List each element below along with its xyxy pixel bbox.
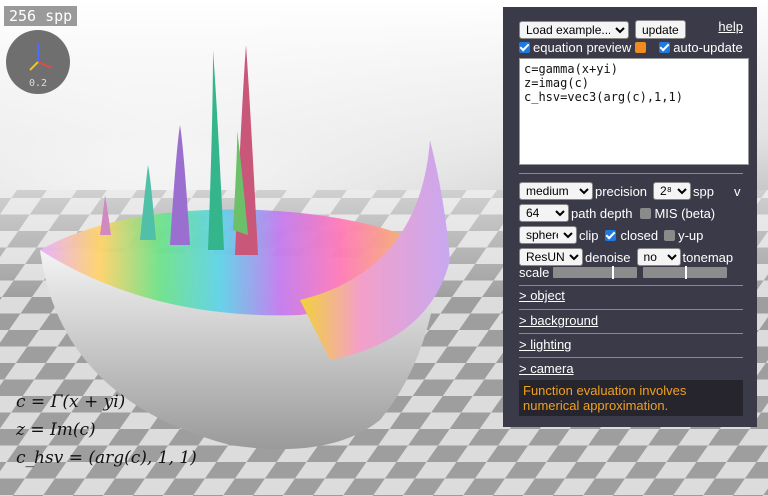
warning-note: Function evaluation involves numerical a… [519,380,743,416]
y-up-label: y-up [678,227,704,243]
closed-label: closed [620,227,659,243]
control-panel: Load example... update help equation pre… [503,7,757,427]
equation-line: c = Γ(x + yi) [16,392,126,412]
v-label: v [734,183,741,199]
divider [519,173,743,174]
tonemap-label: tonemap [682,249,734,265]
mis-checkbox[interactable] [640,207,652,219]
scale-slider[interactable] [553,266,638,279]
divider [519,333,743,334]
equation-preview-checkbox[interactable] [519,42,530,53]
equation-preview: c = Γ(x + yi) z = Im(c) c_hsv = (arg(c),… [16,388,197,472]
closed-checkbox[interactable] [604,229,616,241]
spp-select[interactable]: 2⁸ [653,182,692,200]
scale-slider-thumb[interactable] [685,266,688,279]
path-depth-select[interactable]: 64 [519,204,569,222]
divider [519,309,743,310]
axis-icon [29,44,53,71]
axis-gizmo-value: 0.2 [28,78,48,89]
denoise-label: denoise [585,249,631,265]
section-object[interactable]: > object [519,288,565,303]
help-link[interactable]: help [718,19,743,34]
mis-label: MIS (beta) [654,205,716,221]
y-up-checkbox[interactable] [664,229,676,241]
path-depth-label: path depth [571,205,633,221]
section-lighting[interactable]: > lighting [519,337,572,352]
scale-slider[interactable] [643,266,728,279]
section-camera[interactable]: > camera [519,361,574,376]
spp-label: spp [693,183,714,199]
code-editor[interactable] [519,58,749,165]
precision-label: precision [595,183,648,199]
scale-slider-thumb[interactable] [612,266,615,279]
spp-badge: 256 spp [4,6,78,26]
divider [519,357,743,358]
denoise-select[interactable]: ResUNet [519,248,583,266]
scale-label: scale [519,265,550,280]
update-button[interactable]: update [635,20,686,39]
auto-update-label: auto-update [673,40,743,55]
clip-label: clip [579,227,599,243]
axis-gizmo[interactable]: 0.2 [6,30,70,94]
quality-select[interactable]: medium [519,182,593,200]
equation-line: c_hsv = (arg(c), 1, 1) [16,448,197,468]
load-example-select[interactable]: Load example... [519,20,629,39]
section-background[interactable]: > background [519,313,599,328]
equation-line: z = Im(c) [16,420,96,440]
clip-select[interactable]: sphere [519,226,577,244]
equation-preview-color-swatch[interactable] [635,42,647,53]
auto-update-checkbox[interactable] [659,42,671,53]
divider [519,285,743,286]
equation-preview-label: equation preview [533,40,632,55]
tonemap-select[interactable]: no [636,248,681,266]
